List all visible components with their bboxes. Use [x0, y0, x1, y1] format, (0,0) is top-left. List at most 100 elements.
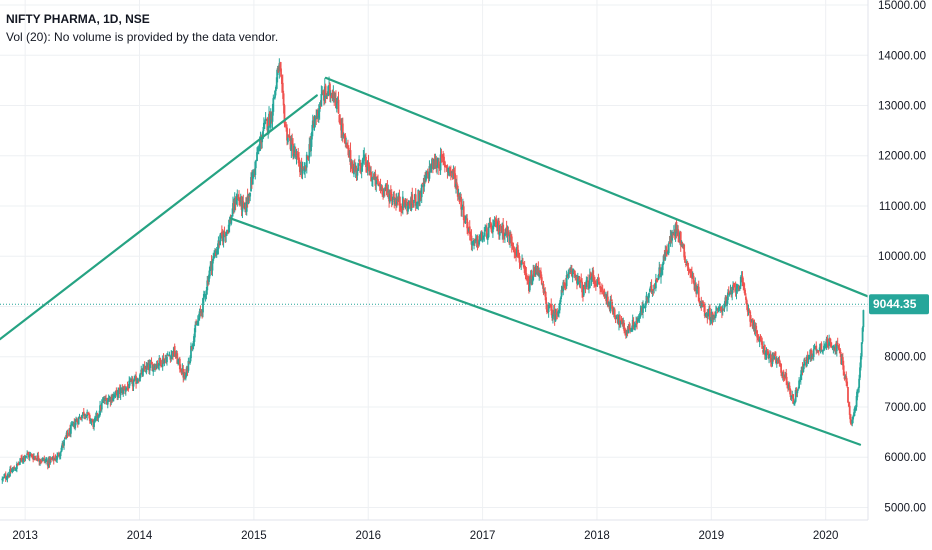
candle-body	[856, 389, 859, 398]
candle-body	[325, 94, 328, 98]
candle-body	[552, 314, 554, 319]
candle-body	[258, 143, 261, 150]
candle-body	[595, 285, 598, 287]
candle-body	[823, 345, 825, 351]
candle-body	[250, 177, 252, 192]
candle-body	[667, 243, 670, 254]
candle-body	[630, 329, 633, 332]
candle-body	[578, 276, 581, 282]
candle-body	[360, 168, 363, 172]
candle-body	[493, 220, 496, 222]
candle-body	[466, 218, 469, 229]
candle-body	[828, 338, 831, 346]
symbol-title[interactable]: NIFTY PHARMA, 1D, NSE	[6, 12, 150, 26]
candle-body	[582, 284, 585, 296]
candle-body	[298, 157, 300, 167]
candle-body	[43, 458, 46, 461]
candle-body	[683, 244, 686, 258]
candle-body	[765, 352, 768, 355]
candle-body	[365, 156, 367, 168]
price-axis-background[interactable]	[868, 0, 932, 550]
candle-body	[601, 288, 604, 291]
candle-body	[77, 417, 80, 425]
candle-body	[502, 224, 505, 236]
candle-body	[378, 183, 381, 187]
candle-body	[21, 458, 23, 461]
trendline-group[interactable]	[0, 76, 870, 446]
candle-body	[212, 256, 215, 261]
candle-body	[469, 233, 472, 237]
candle-body	[308, 144, 311, 158]
price-tick-label: 5000.00	[884, 502, 926, 514]
candle-body	[708, 308, 711, 321]
candle-body	[461, 207, 463, 210]
candle-body	[401, 208, 403, 210]
candle-body	[329, 92, 332, 97]
candle-body	[280, 68, 282, 77]
candle-body	[293, 153, 295, 158]
candle-body	[238, 197, 240, 202]
candle-body	[128, 380, 131, 389]
candle-body	[783, 377, 786, 379]
candle-body	[780, 364, 782, 373]
candle-body	[497, 220, 500, 235]
candle-body	[375, 177, 378, 185]
candle-body	[57, 453, 60, 456]
candle-body	[470, 235, 473, 245]
candle-body	[806, 356, 809, 361]
candle-body	[254, 161, 257, 175]
candle-body	[90, 421, 93, 423]
candle-body	[389, 192, 392, 195]
candle-body	[33, 456, 35, 459]
candle-body	[227, 224, 230, 232]
candle-body	[364, 156, 366, 158]
candle-body	[356, 170, 359, 176]
candle-body	[555, 312, 558, 315]
candle-body	[302, 168, 305, 170]
candle-body	[338, 114, 341, 123]
candle-body	[148, 363, 151, 371]
candle-body	[455, 182, 458, 184]
candle-body	[216, 248, 219, 251]
price-tick-label: 10000.00	[878, 251, 926, 263]
candle-body	[664, 251, 667, 260]
candle-body	[252, 171, 255, 173]
candle-body	[510, 235, 512, 238]
candle-body	[195, 323, 198, 325]
candle-body	[581, 281, 583, 293]
candle-body	[685, 261, 688, 263]
volume-indicator-label[interactable]: Vol (20): No volume is provided by the d…	[6, 30, 279, 44]
candle-body	[662, 255, 665, 265]
candle-body	[61, 443, 64, 448]
candle-body	[304, 167, 306, 172]
candle-body	[1, 478, 4, 481]
candle-body	[129, 380, 131, 382]
candle-body	[559, 298, 562, 303]
price-tick-label: 15000.00	[878, 0, 926, 12]
candle-body	[755, 325, 758, 330]
candle-body	[436, 165, 439, 168]
candle-body	[461, 204, 464, 208]
candle-body	[671, 231, 674, 241]
candle-body	[775, 359, 778, 364]
candle-body	[335, 102, 338, 110]
candle-body	[857, 388, 860, 391]
candle-body	[524, 271, 527, 274]
candle-body	[88, 413, 90, 415]
time-tick-label: 2016	[355, 530, 381, 542]
candle-body	[184, 375, 187, 379]
candle-body	[799, 374, 802, 380]
candle-body	[407, 205, 409, 212]
candle-body	[287, 137, 289, 143]
candle-body	[580, 279, 583, 283]
candle-body	[679, 231, 682, 246]
candle-body	[307, 157, 310, 159]
candle-body	[160, 360, 162, 367]
candle-body	[320, 94, 323, 107]
last-price-tag-value: 9044.35	[873, 297, 917, 311]
candle-body	[668, 242, 671, 244]
candle-body	[74, 422, 77, 429]
candle-body	[15, 468, 17, 471]
candle-body	[718, 307, 721, 310]
